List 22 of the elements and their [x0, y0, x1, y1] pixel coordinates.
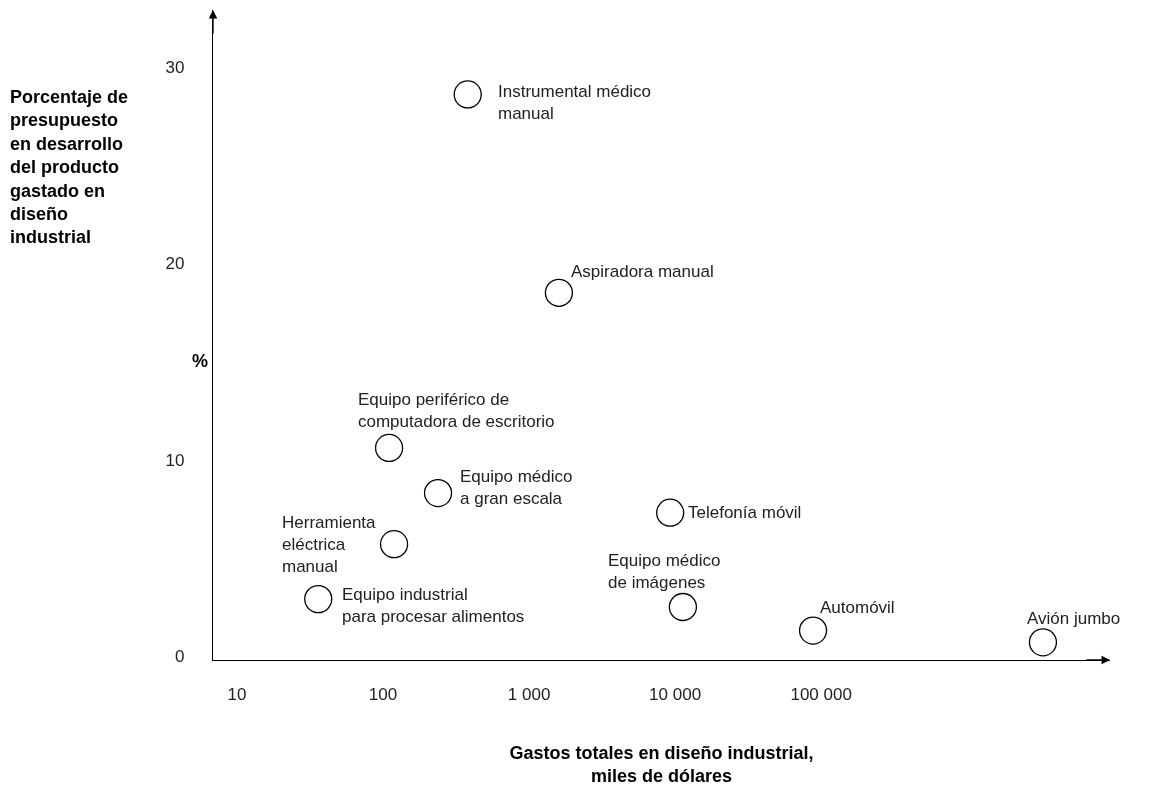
- annotation: Equipo industrial para procesar alimentos: [342, 585, 525, 627]
- x-tick-label: 100 000: [790, 684, 852, 704]
- x-tick-label: 1 000: [507, 684, 551, 704]
- x-tick-label: 100: [368, 684, 398, 704]
- annotation: Equipo médico de imágenes: [608, 551, 721, 593]
- y-tick-label: 10: [165, 450, 185, 470]
- x-tick-label: 10: [227, 684, 247, 704]
- text: %: [192, 351, 209, 371]
- y-axis-title: Porcentaje de presupuesto en desarrollo del producto gastado en diseño industrial: [10, 87, 129, 248]
- annotation: Equipo periférico de computadora de escritorio: [358, 390, 555, 432]
- annotation: Aspiradora manual: [571, 262, 714, 281]
- x-tick-label: 10 000: [649, 684, 702, 704]
- annotation: Telefonía móvil: [688, 503, 802, 522]
- annotation: Instrumental médico manual: [498, 82, 652, 124]
- y-tick-label: 0: [174, 647, 185, 667]
- annotation: Avión jumbo: [1027, 609, 1121, 628]
- annotation: Automóvil: [820, 598, 895, 617]
- y-tick-label: 30: [165, 57, 185, 77]
- annotation: Equipo médico a gran escala: [460, 467, 573, 509]
- y-tick-label: 20: [165, 254, 185, 274]
- annotation: Herramienta eléctrica manual: [282, 513, 377, 577]
- x-axis-title: Gastos totales en diseño industrial, miles de dólares: [509, 742, 814, 786]
